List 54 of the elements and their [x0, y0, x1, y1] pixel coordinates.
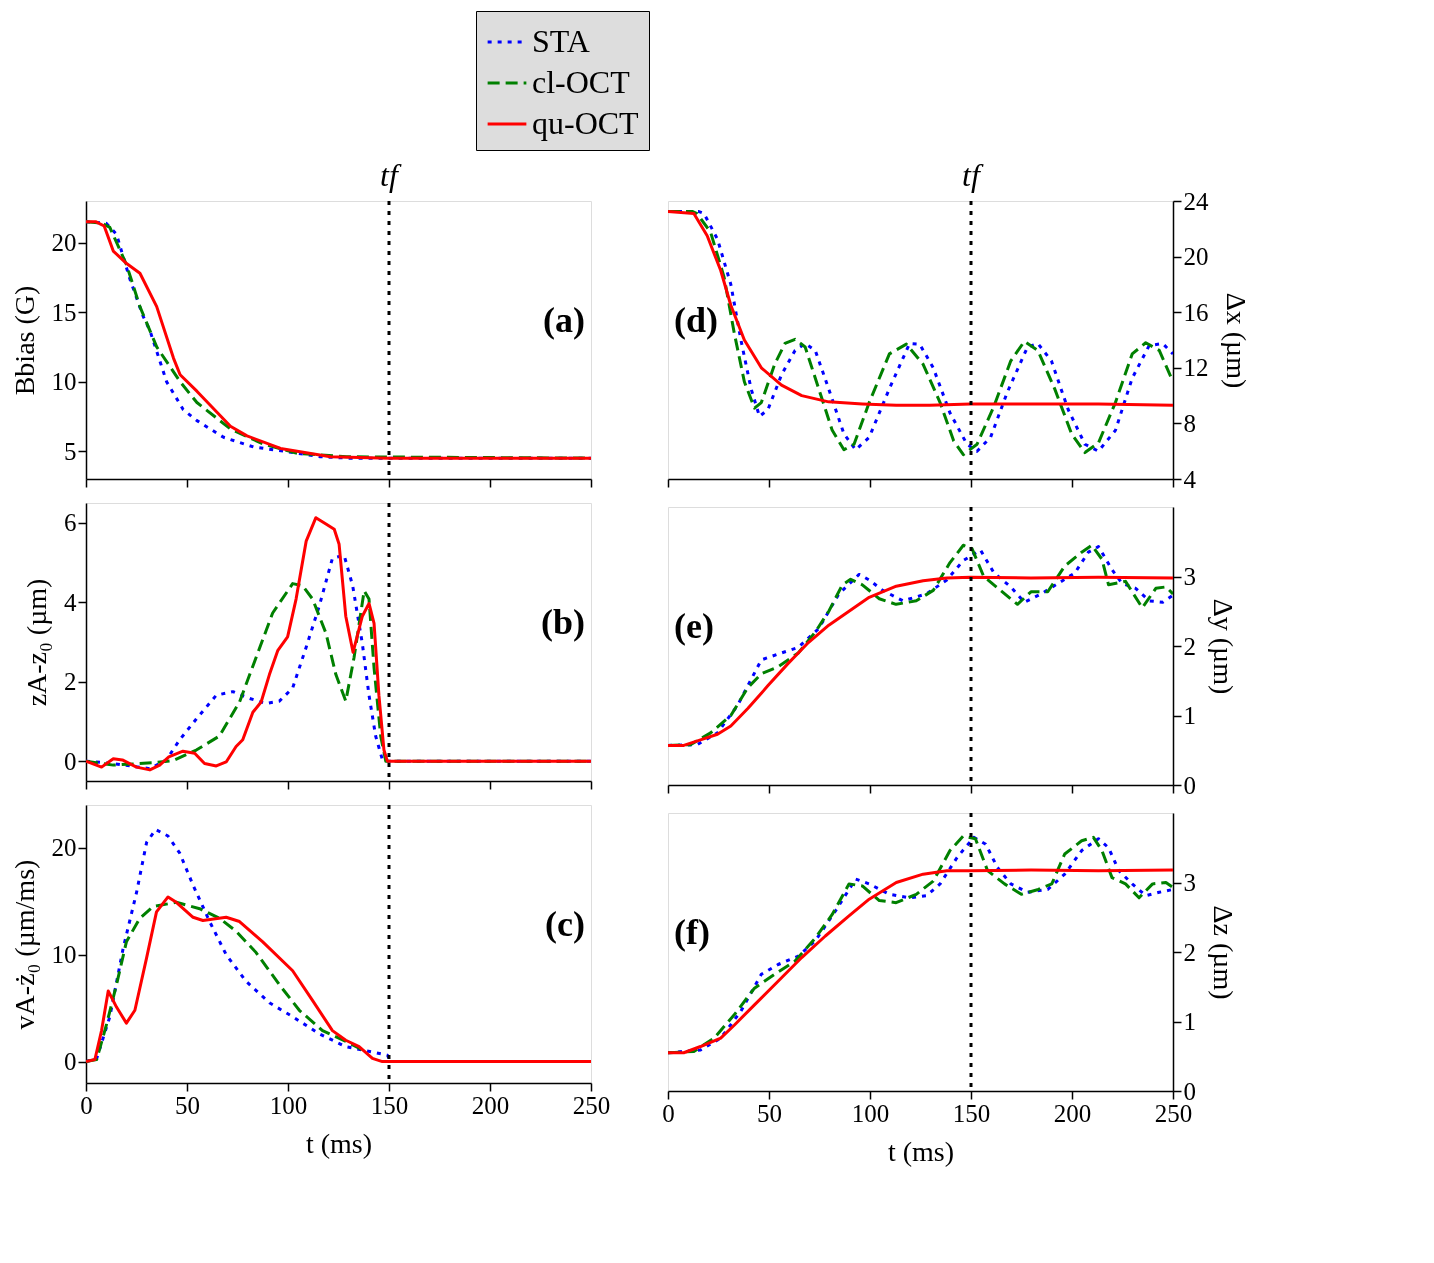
x-tick-label: 100: [269, 1091, 308, 1119]
y-tick-label: 0: [64, 747, 77, 775]
y-tick-label: 4: [1183, 465, 1197, 493]
x-tick-label: 250: [1154, 1099, 1193, 1127]
y-tick-label: 10: [51, 368, 77, 396]
y-tick-label: 15: [51, 298, 77, 326]
y-axis-title: zA-z₀ (µm): [21, 578, 52, 707]
x-tick-label: 150: [952, 1099, 991, 1127]
y-tick-label: 4: [64, 588, 77, 616]
y-tick-label: 10: [51, 941, 77, 969]
legend-label: cl-OCT: [532, 64, 631, 100]
y-tick-label: 20: [1183, 243, 1209, 271]
y-axis-title: Δy (µm): [1208, 598, 1239, 695]
x-tick-label: 0: [662, 1099, 675, 1127]
y-tick-label: 0: [64, 1048, 77, 1076]
x-tick-label: 50: [175, 1091, 200, 1119]
y-axis-title: Δx (µm): [1220, 292, 1252, 389]
y-axis-title: vA-ż₀ (µm/ms): [8, 859, 40, 1030]
y-tick-label: 20: [51, 834, 77, 862]
y-tick-label: 24: [1183, 187, 1209, 215]
x-tick-label: 200: [1053, 1099, 1092, 1127]
y-tick-label: 16: [1183, 298, 1209, 326]
y-tick-label: 2: [64, 668, 77, 696]
x-axis-title: t (ms): [887, 1135, 955, 1167]
y-tick-label: 5: [64, 437, 77, 465]
y-axis-title: Bbias (G): [8, 285, 40, 396]
y-axis-title: Δz (µm): [1208, 905, 1239, 1000]
y-tick-label: 1: [1183, 1008, 1196, 1035]
y-tick-label: 12: [1183, 354, 1209, 382]
legend-label: qu-OCT: [532, 105, 640, 141]
x-tick-label: 250: [572, 1091, 611, 1119]
annotation: (e): [674, 605, 714, 646]
annotation: (b): [541, 601, 585, 642]
y-tick-label: 20: [51, 229, 77, 257]
x-tick-label: 200: [471, 1091, 510, 1119]
x-tick-label: 50: [757, 1099, 782, 1127]
y-tick-label: 2: [1183, 632, 1196, 660]
y-tick-label: 8: [1183, 409, 1196, 437]
y-tick-label: 6: [64, 509, 77, 537]
y-tick-label: 3: [1183, 563, 1196, 590]
annotation: (c): [545, 903, 585, 944]
legend-label: STA: [532, 23, 590, 59]
ref-line-label: tf: [962, 157, 984, 193]
annotation: (d): [674, 299, 718, 340]
y-tick-label: 2: [1183, 938, 1196, 966]
annotation: (a): [543, 299, 585, 340]
x-tick-label: 150: [370, 1091, 409, 1119]
y-tick-label: 3: [1183, 869, 1196, 896]
y-tick-label: 1: [1183, 702, 1196, 729]
annotation: (f): [674, 911, 710, 952]
x-tick-label: 100: [851, 1099, 890, 1127]
ref-line-label: tf: [380, 157, 402, 193]
x-axis-title: t (ms): [305, 1127, 373, 1159]
y-tick-label: 0: [1183, 771, 1196, 799]
